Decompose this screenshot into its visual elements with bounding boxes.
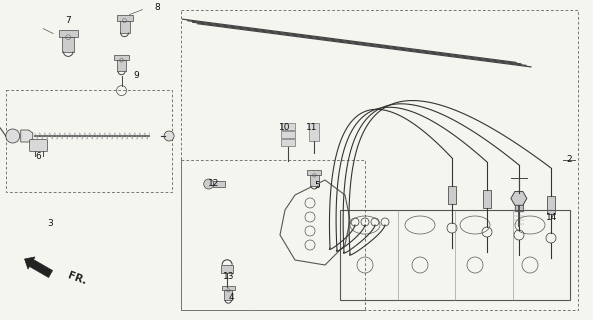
FancyBboxPatch shape [30,140,47,152]
Polygon shape [21,130,33,142]
Text: 12: 12 [208,180,219,188]
Text: 13: 13 [222,272,234,281]
Text: FR.: FR. [66,270,88,286]
Bar [59,30,78,37]
Bar [222,286,235,291]
Bar [280,139,295,146]
Circle shape [6,129,20,143]
Bar [308,170,321,175]
Text: 14: 14 [546,213,557,222]
Text: 6: 6 [36,152,42,161]
Bar [448,186,456,204]
Bar [114,55,129,60]
Text: 4: 4 [228,293,234,302]
Bar [340,210,570,300]
Bar [120,20,129,33]
Text: 3: 3 [47,220,53,228]
Circle shape [164,131,174,141]
Bar [221,265,233,273]
FancyArrow shape [24,257,53,277]
Bar [181,160,365,310]
Bar [224,291,232,300]
Bar [547,196,555,214]
Bar [515,193,523,211]
Text: 11: 11 [305,124,317,132]
Text: 2: 2 [566,156,572,164]
Bar [310,175,318,186]
Polygon shape [511,191,527,205]
Bar [280,131,295,138]
Bar [280,123,295,130]
Text: 5: 5 [314,181,320,190]
Bar [483,190,491,208]
Text: 8: 8 [154,4,160,12]
Bar [310,123,319,141]
Bar [117,60,126,71]
Bar [117,15,132,20]
Text: 7: 7 [65,16,71,25]
Text: 9: 9 [133,71,139,80]
Circle shape [204,179,213,189]
Bar [6,90,172,192]
Text: 10: 10 [279,124,291,132]
Bar [62,37,74,52]
Bar [213,181,225,187]
Bar [181,10,578,310]
